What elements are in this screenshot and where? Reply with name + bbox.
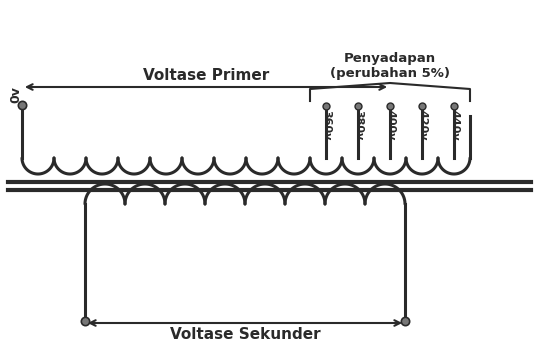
Text: 420v: 420v xyxy=(417,110,427,141)
Text: Voltase Primer: Voltase Primer xyxy=(143,68,269,83)
Text: 360v: 360v xyxy=(321,110,331,140)
Text: Penyadapan
(perubahan 5%): Penyadapan (perubahan 5%) xyxy=(330,52,450,80)
Text: Voltase Sekunder: Voltase Sekunder xyxy=(170,327,320,342)
Text: 380v: 380v xyxy=(353,110,363,140)
Text: 440v: 440v xyxy=(449,110,459,141)
Text: 0v: 0v xyxy=(10,86,23,103)
Text: 400v: 400v xyxy=(385,110,395,140)
